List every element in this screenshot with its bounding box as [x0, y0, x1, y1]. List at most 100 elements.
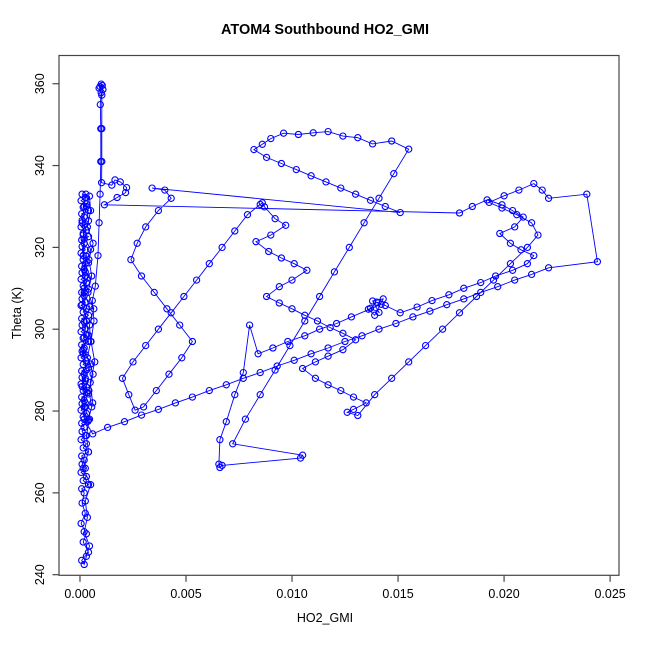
data-point	[81, 260, 89, 268]
data-point	[188, 393, 197, 401]
data-point	[163, 305, 171, 313]
data-point	[83, 388, 92, 397]
data-point	[309, 129, 317, 137]
data-point	[80, 489, 88, 497]
y-tick-label: 300	[33, 319, 47, 340]
data-point	[358, 332, 366, 340]
data-point	[460, 295, 468, 303]
data-point	[77, 328, 85, 336]
data-point	[81, 464, 89, 472]
data-point	[81, 497, 89, 505]
data-point	[84, 259, 93, 267]
data-point	[78, 382, 86, 391]
data-point	[95, 219, 103, 227]
data-point	[506, 260, 515, 268]
data-point	[273, 362, 281, 370]
data-point	[498, 204, 506, 212]
data-point	[142, 341, 150, 350]
data-point	[491, 272, 500, 280]
data-point	[250, 145, 258, 154]
data-point	[360, 219, 368, 227]
data-point	[81, 268, 89, 276]
data-point	[282, 221, 290, 229]
data-point	[89, 430, 97, 438]
x-axis: 0.000 0.005 0.010 0.015 0.020 0.025	[64, 575, 626, 601]
data-point	[77, 519, 85, 528]
data-point	[90, 317, 98, 325]
data-point	[83, 354, 92, 362]
data-point	[82, 530, 91, 538]
data-point	[523, 243, 532, 252]
data-point	[84, 481, 93, 489]
data-point	[288, 276, 296, 284]
data-point	[527, 219, 536, 227]
data-point	[82, 190, 90, 198]
data-point	[315, 292, 324, 301]
data-point	[88, 403, 96, 411]
data-point	[171, 399, 180, 407]
data-point	[218, 243, 226, 252]
data-point	[364, 305, 373, 313]
data-point	[544, 264, 553, 272]
x-tick-label: 0.000	[64, 587, 95, 601]
data-point	[79, 231, 87, 239]
data-point	[262, 292, 271, 301]
data-point	[131, 406, 139, 414]
data-point	[176, 321, 184, 329]
data-point	[205, 386, 213, 395]
data-point	[271, 215, 279, 223]
data-point	[371, 311, 379, 319]
data-point	[127, 256, 135, 264]
data-point	[538, 186, 546, 194]
x-tick-label: 0.025	[594, 587, 625, 601]
data-point	[294, 130, 303, 139]
data-point	[337, 386, 345, 395]
data-point	[80, 235, 88, 243]
data-point	[81, 374, 89, 382]
data-point	[89, 370, 97, 378]
data-point	[77, 436, 85, 444]
data-point	[256, 368, 264, 377]
data-point	[390, 170, 398, 178]
data-point	[388, 374, 396, 382]
data-point	[85, 542, 94, 550]
data-point	[421, 341, 430, 350]
data-point	[79, 476, 87, 485]
data-point	[593, 258, 602, 266]
data-point	[79, 308, 87, 316]
data-point	[351, 190, 360, 198]
y-tick-label: 320	[33, 237, 47, 258]
data-point	[116, 178, 124, 186]
data-point	[81, 399, 89, 407]
data-point	[86, 360, 95, 368]
data-point	[311, 358, 320, 366]
data-point	[307, 350, 315, 358]
data-point	[519, 213, 527, 221]
data-point	[324, 127, 332, 136]
data-point	[103, 423, 112, 432]
data-point	[178, 354, 186, 362]
data-point	[239, 374, 247, 382]
data-point	[89, 399, 97, 407]
x-tick-label: 0.020	[488, 587, 519, 601]
data-point	[511, 276, 519, 284]
data-point	[530, 179, 538, 188]
data-point	[154, 405, 163, 414]
data-point	[438, 325, 447, 333]
data-point	[468, 202, 476, 211]
data-point	[307, 172, 315, 180]
data-point	[405, 145, 413, 153]
data-point	[337, 184, 345, 192]
data-point	[88, 296, 96, 305]
data-point	[523, 260, 532, 268]
data-point	[82, 552, 91, 560]
data-point	[100, 201, 109, 209]
data-point	[78, 301, 86, 309]
data-point	[513, 211, 521, 219]
data-point	[396, 208, 404, 217]
data-point	[477, 278, 485, 287]
data-point	[129, 358, 137, 366]
data-point	[252, 238, 260, 246]
data-point	[494, 283, 502, 291]
data-point	[583, 190, 591, 198]
